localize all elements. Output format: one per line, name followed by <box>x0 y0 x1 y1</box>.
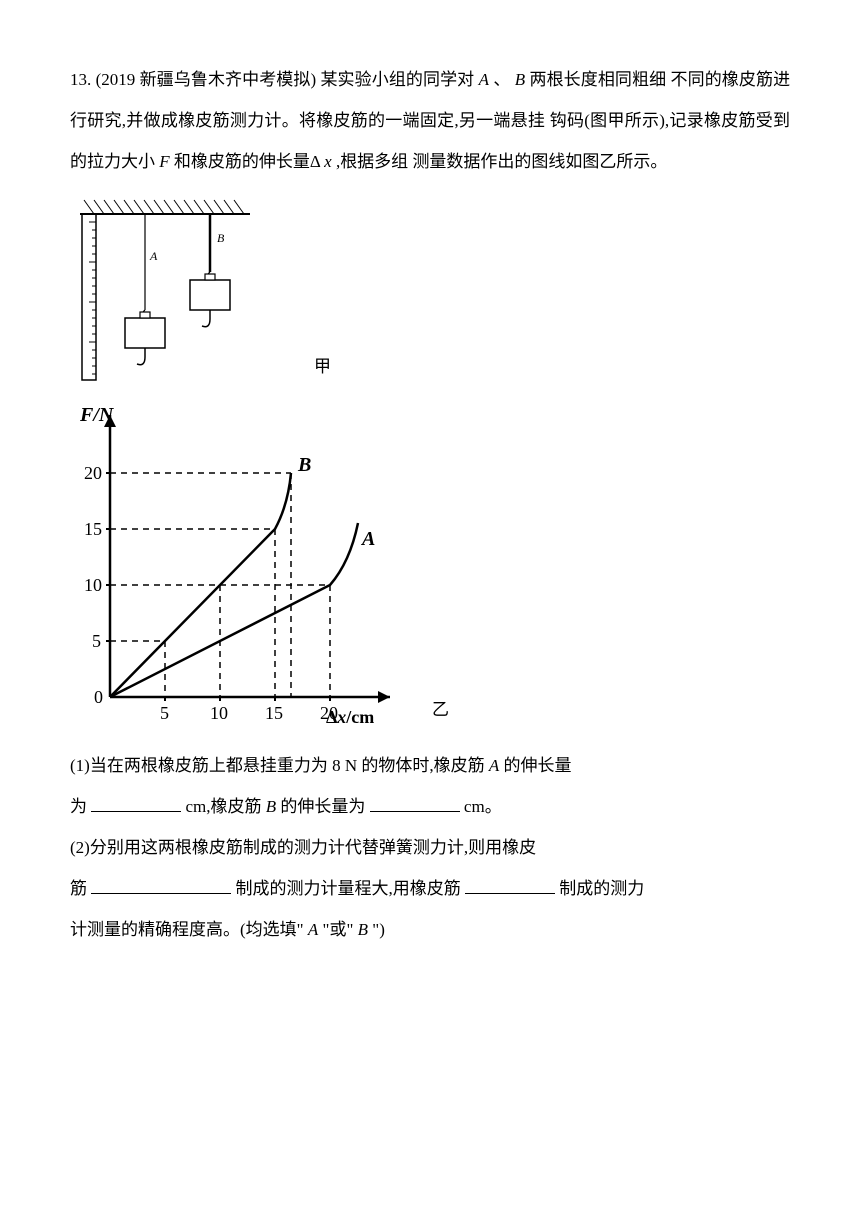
q2-line2: 筋 制成的测力计量程大,用橡皮筋 制成的测力 <box>70 869 790 910</box>
q2-optB: B <box>358 920 368 939</box>
var-B: B <box>515 70 525 89</box>
q-source: (2019 新疆乌鲁木齐中考模拟) <box>96 70 317 89</box>
q1-unit1: cm,橡皮筋 <box>186 797 266 816</box>
svg-text:20: 20 <box>84 463 102 483</box>
svg-text:B: B <box>217 231 225 245</box>
caption-yi: 乙 <box>432 695 449 720</box>
q2-optA: A <box>308 920 318 939</box>
q2-end: ") <box>372 920 385 939</box>
q1-prefix: (1)当在两根橡皮筋上都悬挂重力为 8 N 的物体时,橡皮筋 <box>70 756 489 775</box>
q1-line2: 为 cm,橡皮筋 B 的伸长量为 cm。 <box>70 787 790 828</box>
svg-text:F/N: F/N <box>79 404 115 426</box>
q-number: 13. <box>70 70 91 89</box>
q2-line2a: 筋 <box>70 879 87 898</box>
svg-text:A: A <box>360 528 375 550</box>
sep: 、 <box>493 70 510 89</box>
svg-text:10: 10 <box>84 575 102 595</box>
svg-text:A: A <box>149 249 158 263</box>
var-A: A <box>479 70 489 89</box>
q2-text2: 制成的测力计量程大,用橡皮筋 <box>236 879 461 898</box>
var-F: F <box>159 152 169 171</box>
q2-line3: 计测量的精确程度高。(均选填" A "或" B ") <box>70 910 790 951</box>
figure-jia-row: A B 甲 <box>70 192 790 387</box>
blank-2[interactable] <box>370 794 460 813</box>
q1-text3: 的伸长量为 <box>280 797 365 816</box>
svg-text:5: 5 <box>92 631 101 651</box>
q2-text3: 制成的测力 <box>559 879 644 898</box>
q2-prefix: (2)分别用这两根橡皮筋制成的测力计代替弹簧测力计,则用橡皮 <box>70 838 536 857</box>
svg-text:20: 20 <box>320 703 338 723</box>
q1-unit2: cm。 <box>464 797 502 816</box>
q2-line3-text: 计测量的精确程度高。(均选填" <box>70 920 304 939</box>
q1-A: A <box>489 756 499 775</box>
intro-3b: 和橡皮筋的伸长量Δ <box>174 152 320 171</box>
q1-text2: 的伸长量 <box>504 756 572 775</box>
figure-yi: F/N Δx/cm 0 5 10 15 20 5 10 15 20 <box>70 397 410 732</box>
q1-line1: (1)当在两根橡皮筋上都悬挂重力为 8 N 的物体时,橡皮筋 A 的伸长量 <box>70 746 790 787</box>
intro-1b: 两根长度相同粗细 <box>530 70 667 89</box>
svg-text:15: 15 <box>265 703 283 723</box>
q2-line1: (2)分别用这两根橡皮筋制成的测力计代替弹簧测力计,则用橡皮 <box>70 828 790 869</box>
blank-1[interactable] <box>91 794 181 813</box>
svg-text:0: 0 <box>94 687 103 707</box>
intro-4: 测量数据作出的图线如图乙所示。 <box>412 152 667 171</box>
svg-text:B: B <box>297 454 311 476</box>
q1-B: B <box>266 797 276 816</box>
var-x: x <box>324 152 332 171</box>
intro-1: 某实验小组的同学对 <box>320 70 474 89</box>
caption-jia: 甲 <box>314 352 331 377</box>
svg-text:5: 5 <box>160 703 169 723</box>
svg-text:10: 10 <box>210 703 228 723</box>
svg-text:15: 15 <box>84 519 102 539</box>
problem-text: 13. (2019 新疆乌鲁木齐中考模拟) 某实验小组的同学对 A 、 B 两根… <box>70 60 790 182</box>
q1-line2a: 为 <box>70 797 87 816</box>
blank-3[interactable] <box>91 875 231 894</box>
figure-yi-row: F/N Δx/cm 0 5 10 15 20 5 10 15 20 <box>70 397 790 732</box>
figure-jia: A B <box>70 192 270 387</box>
intro-3c: ,根据多组 <box>336 152 408 171</box>
q2-or: "或" <box>323 920 354 939</box>
blank-4[interactable] <box>465 875 555 894</box>
